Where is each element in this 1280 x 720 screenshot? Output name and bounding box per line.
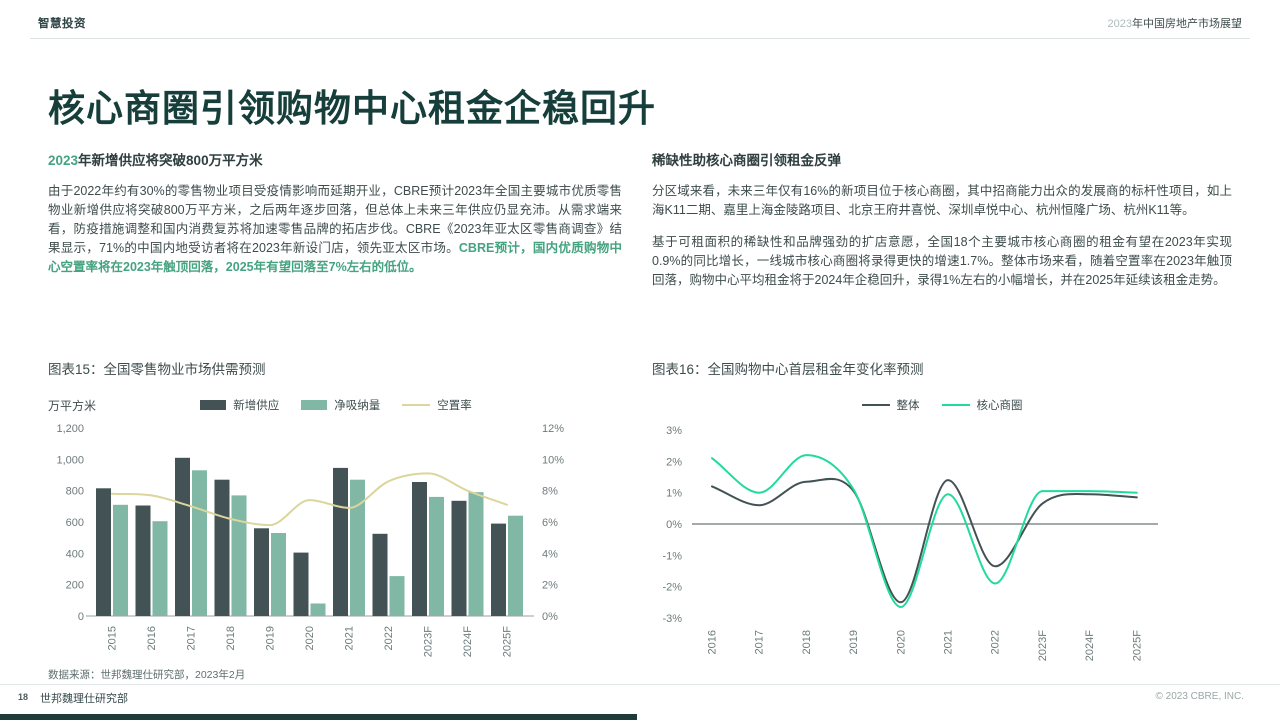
- svg-text:2023F: 2023F: [423, 626, 435, 657]
- svg-text:-2%: -2%: [662, 582, 682, 594]
- chart15-unit-label: 万平方米: [48, 399, 97, 413]
- svg-text:1%: 1%: [666, 488, 682, 500]
- left-column-paragraph: 由于2022年约有30%的零售物业项目受疫情影响而延期开业，CBRE预计2023…: [48, 182, 622, 277]
- legend-item: 净吸纳量: [301, 397, 380, 413]
- svg-text:2022: 2022: [383, 626, 395, 650]
- footer-copyright: © 2023 CBRE, INC.: [1155, 691, 1244, 702]
- legend-swatch: [861, 404, 890, 406]
- svg-text:0: 0: [78, 611, 84, 623]
- footer-divider: [0, 684, 1280, 685]
- svg-text:2023F: 2023F: [1037, 630, 1049, 661]
- header-right-text: 年中国房地产市场展望: [1132, 18, 1242, 30]
- supply-demand-chart: 0 200 400 600 800 1,000 1,200 0% 2% 4% 6% 8% 10% 12% 2…: [56, 423, 564, 657]
- svg-text:0%: 0%: [666, 519, 682, 531]
- left-column: 2023年新增供应将突破800万平方米 由于2022年约有30%的零售物业项目受…: [48, 152, 622, 277]
- svg-text:8%: 8%: [542, 486, 558, 498]
- chart15-block: 图表15：全国零售物业市场供需预测 万平方米 新增供应 净吸纳量 空置率 0 200 4…: [48, 358, 624, 682]
- page-number: 18: [18, 692, 29, 702]
- rent-growth-chart: 3% 2% 1% 0% -1% -2% -3% 2016 2017 2018 2019 2020 202…: [662, 425, 1158, 661]
- svg-text:2016: 2016: [707, 630, 719, 654]
- legend-swatch: [941, 404, 970, 406]
- svg-text:12%: 12%: [542, 423, 564, 435]
- legend-swatch: [200, 400, 227, 410]
- legend-item: 整体: [861, 397, 920, 413]
- left-column-heading: 2023年新增供应将突破800万平方米: [48, 152, 622, 169]
- chart16-title: 图表16：全国购物中心首层租金年变化率预测: [652, 362, 924, 377]
- svg-text:2025F: 2025F: [1131, 630, 1143, 661]
- svg-text:2025F: 2025F: [502, 626, 514, 657]
- heading-accent-year: 2023: [48, 153, 79, 168]
- svg-text:2015: 2015: [107, 626, 119, 650]
- right-column-heading: 稀缺性助核心商圈引领租金反弹: [652, 153, 841, 168]
- chart16-block: 图表16：全国购物中心首层租金年变化率预测 整体 核心商圈 3% 2% 1% 0% -1%…: [652, 358, 1232, 671]
- svg-text:3%: 3%: [666, 425, 682, 437]
- paragraph-highlight: CBRE预计，国内优质购物中心空置率将在2023年触顶回落，2025年有望回落至…: [48, 241, 622, 274]
- paragraph-text: 由于2022年约有30%的零售物业项目受疫情影响而延期开业，CBRE预计2023…: [48, 184, 622, 255]
- svg-text:2%: 2%: [542, 580, 558, 592]
- svg-text:2017: 2017: [186, 626, 198, 650]
- legend-label: 核心商圈: [976, 400, 1023, 412]
- legend-label: 整体: [896, 400, 920, 412]
- svg-text:10%: 10%: [542, 454, 564, 466]
- header-right-label: 2023年中国房地产市场展望: [1108, 15, 1242, 31]
- svg-text:400: 400: [66, 548, 84, 560]
- svg-text:2016: 2016: [146, 626, 158, 650]
- svg-text:2020: 2020: [304, 626, 316, 650]
- legend-label: 净吸纳量: [334, 400, 381, 412]
- footer-left-label: 世邦魏理仕研究部: [40, 693, 128, 705]
- svg-text:2018: 2018: [801, 630, 813, 654]
- svg-text:2019: 2019: [265, 626, 277, 650]
- heading-text: 年新增供应将突破800万平方米: [78, 153, 263, 168]
- legend-label: 空置率: [437, 400, 472, 412]
- header-left-label: 智慧投资: [38, 18, 86, 30]
- svg-text:1,000: 1,000: [56, 454, 84, 466]
- svg-text:2017: 2017: [754, 630, 766, 654]
- svg-text:-1%: -1%: [662, 550, 682, 562]
- svg-text:800: 800: [66, 486, 84, 498]
- legend-swatch: [402, 404, 431, 406]
- page-title: 核心商圈引领购物中心租金企稳回升: [48, 86, 656, 130]
- bottom-accent-bar: [0, 714, 637, 720]
- svg-text:2019: 2019: [848, 630, 860, 654]
- svg-text:2022: 2022: [990, 630, 1002, 654]
- legend-item: 新增供应: [200, 397, 279, 413]
- header-year: 2023: [1107, 18, 1132, 30]
- svg-text:600: 600: [66, 517, 84, 529]
- svg-text:0%: 0%: [542, 611, 558, 623]
- legend-label: 新增供应: [233, 400, 280, 412]
- svg-text:-3%: -3%: [662, 613, 682, 625]
- svg-text:4%: 4%: [542, 548, 558, 560]
- svg-text:2018: 2018: [225, 626, 237, 650]
- chart16-legend: 整体 核心商圈: [652, 396, 1232, 414]
- svg-text:2%: 2%: [666, 456, 682, 468]
- svg-text:2024F: 2024F: [462, 626, 474, 657]
- svg-text:2020: 2020: [895, 630, 907, 654]
- svg-text:2024F: 2024F: [1084, 630, 1096, 661]
- svg-text:1,200: 1,200: [56, 423, 84, 435]
- right-column-paragraph-1: 分区域来看，未来三年仅有16%的新项目位于核心商圈，其中招商能力出众的发展商的标…: [652, 184, 1232, 217]
- svg-text:6%: 6%: [542, 517, 558, 529]
- chart15-legend: 万平方米 新增供应 净吸纳量 空置率: [48, 396, 624, 414]
- legend-item: 核心商圈: [941, 397, 1023, 413]
- right-column-paragraph-2: 基于可租面积的稀缺性和品牌强劲的扩店意愿，全国18个主要城市核心商圈的租金有望在…: [652, 235, 1232, 287]
- legend-item: 空置率: [402, 397, 472, 413]
- svg-text:2021: 2021: [943, 630, 955, 654]
- svg-text:2021: 2021: [344, 626, 356, 650]
- chart15-title: 图表15：全国零售物业市场供需预测: [48, 362, 266, 377]
- data-source-note: 数据来源：世邦魏理仕研究部，2023年2月: [48, 669, 246, 681]
- legend-swatch: [301, 400, 328, 410]
- svg-text:200: 200: [66, 580, 84, 592]
- header-divider: [30, 38, 1250, 39]
- right-column: 稀缺性助核心商圈引领租金反弹 分区域来看，未来三年仅有16%的新项目位于核心商圈…: [652, 152, 1232, 290]
